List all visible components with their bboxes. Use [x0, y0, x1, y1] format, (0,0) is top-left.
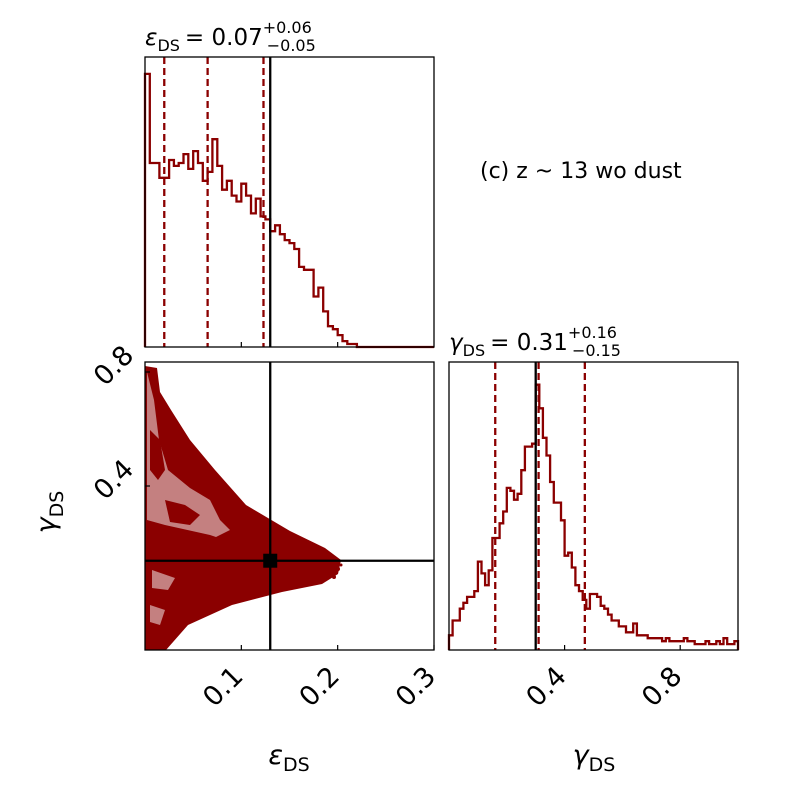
eps-hist-frame [144, 56, 435, 348]
joint-ytick-label-0: 0.4 [88, 454, 140, 506]
joint-frame [144, 361, 435, 651]
contour-inner-light-2 [152, 570, 175, 590]
gamma-xticks: 0.4 0.8 [520, 645, 688, 713]
contour-outer [145, 366, 341, 650]
panel-joint: 0.4 0.8 0.1 0.2 0.3 γDS εDS [31, 340, 442, 776]
joint-truth-marker [263, 553, 278, 568]
joint-yticks: 0.4 0.8 [88, 340, 150, 506]
panel-annotation: (c) z ~ 13 wo dust [480, 159, 682, 184]
gamma-hist-title: γDS = 0.31+0.16 −0.15 [449, 323, 621, 360]
gamma-hist-plot [447, 362, 740, 650]
gamma-hist-line [447, 383, 740, 650]
joint-xlabel: εDS [268, 740, 309, 776]
panel-gamma-hist: 0.4 0.8 γDS = 0.31+0.16 −0.15 γDS [447, 323, 740, 776]
eps-hist-line [143, 72, 434, 349]
joint-xtick-label-0: 0.1 [197, 661, 249, 713]
joint-contours [145, 366, 343, 650]
eps-hist-title: εDS = 0.07+0.06 −0.05 [145, 18, 316, 55]
contour-inner-dark-1 [150, 430, 165, 480]
contour-dot-3 [339, 563, 343, 567]
contour-inner-light-3 [150, 605, 165, 625]
gamma-xlabel: γDS [573, 740, 616, 776]
panel-eps-hist: εDS = 0.07+0.06 −0.05 [143, 18, 435, 349]
gamma-xtick-label-0: 0.4 [520, 661, 572, 713]
contour-dot-2 [332, 575, 336, 579]
joint-ylabel: γDS [31, 491, 68, 534]
joint-xticks: 0.1 0.2 0.3 [197, 645, 442, 713]
joint-overlay [145, 362, 434, 650]
eps-hist-plot [143, 57, 434, 349]
gamma-xtick-label-1: 0.8 [636, 661, 688, 713]
joint-ytick-label-1: 0.8 [88, 340, 140, 392]
joint-xtick-label-2: 0.3 [390, 661, 442, 713]
contour-dot-1 [336, 567, 340, 571]
gamma-hist-frame [448, 361, 739, 651]
joint-xtick-label-1: 0.2 [294, 661, 346, 713]
contour-inner-dark-3 [147, 520, 250, 560]
contour-inner-dark-2 [165, 500, 200, 525]
